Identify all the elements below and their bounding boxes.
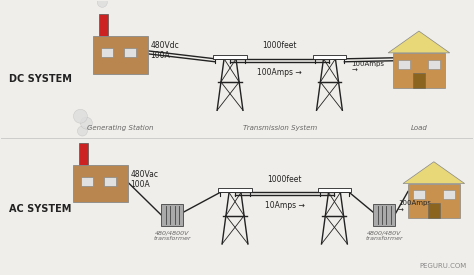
Bar	[393, 53, 445, 87]
Bar	[398, 60, 410, 69]
Text: 4800/480V
transformer: 4800/480V transformer	[365, 230, 403, 241]
Text: 1000feet: 1000feet	[267, 175, 302, 183]
Bar	[93, 36, 148, 74]
Bar	[82, 177, 93, 186]
Text: AC SYSTEM: AC SYSTEM	[9, 204, 72, 214]
Text: 100Amps
→: 100Amps →	[398, 200, 431, 213]
Text: 100Amps
→: 100Amps →	[351, 61, 384, 74]
Bar	[428, 203, 440, 218]
Bar	[99, 14, 108, 36]
Circle shape	[73, 109, 87, 123]
Text: DC SYSTEM: DC SYSTEM	[9, 74, 72, 84]
Polygon shape	[403, 162, 465, 183]
Bar	[218, 188, 252, 192]
Bar	[373, 204, 395, 226]
Bar	[73, 165, 128, 202]
Bar	[413, 191, 425, 199]
Text: 1000feet: 1000feet	[263, 41, 297, 50]
Bar	[408, 183, 460, 218]
Bar	[101, 48, 113, 57]
Bar	[162, 204, 183, 226]
Bar	[79, 143, 88, 165]
Circle shape	[81, 117, 92, 129]
Text: Transmission System: Transmission System	[243, 125, 317, 131]
Text: PEGURU.COM: PEGURU.COM	[419, 263, 466, 269]
Bar	[124, 48, 136, 57]
Bar	[413, 73, 425, 87]
Text: Generating Station: Generating Station	[87, 125, 154, 131]
Bar	[428, 60, 440, 69]
Circle shape	[77, 126, 87, 136]
Bar	[104, 177, 116, 186]
Text: 100Amps →: 100Amps →	[257, 68, 302, 77]
Text: 480/4800V
transformer: 480/4800V transformer	[154, 230, 191, 241]
Bar	[312, 55, 346, 59]
Text: Load: Load	[410, 125, 428, 131]
Bar	[213, 55, 247, 59]
Polygon shape	[388, 31, 450, 53]
Bar	[443, 191, 455, 199]
Text: 10Amps →: 10Amps →	[265, 201, 305, 210]
Bar	[318, 188, 351, 192]
Text: 480Vac
100A: 480Vac 100A	[131, 170, 159, 189]
Text: 480Vdc
100A: 480Vdc 100A	[151, 41, 179, 60]
Circle shape	[97, 0, 107, 7]
